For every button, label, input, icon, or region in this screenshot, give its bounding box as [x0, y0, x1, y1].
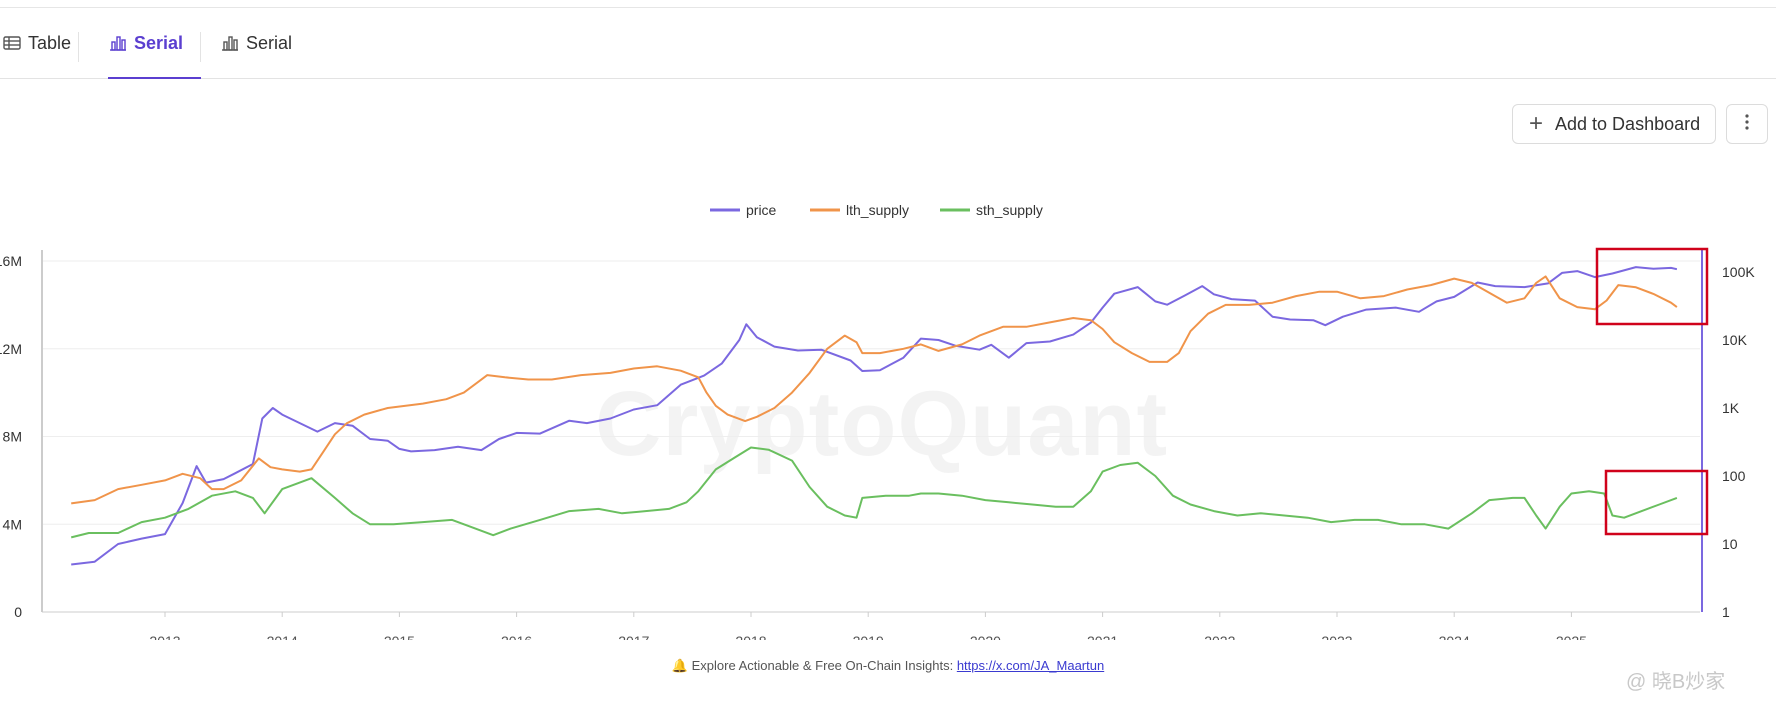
footer-note: 🔔 Explore Actionable & Free On-Chain Ins…	[0, 658, 1776, 674]
bar-chart-icon	[220, 33, 240, 53]
chart-grid	[42, 260, 1700, 613]
x-tick-label: 2014	[267, 633, 298, 640]
tab-separator	[78, 32, 79, 62]
y-left-tick-label: 12M	[0, 341, 22, 357]
add-to-dashboard-button[interactable]: + Add to Dashboard	[1512, 104, 1716, 144]
corner-watermark: @ 晓B炒家	[1626, 671, 1726, 693]
chart-annotations	[1595, 247, 1709, 536]
top-divider	[0, 7, 1776, 8]
tab-table[interactable]: Table	[2, 8, 71, 78]
x-tick-label: 2022	[1204, 633, 1235, 640]
footer-link[interactable]: https://x.com/JA_Maartun	[956, 658, 1105, 673]
tab-bar: Table Serial Serial	[0, 8, 1776, 79]
x-tick-label: 2021	[1087, 633, 1118, 640]
tab-label: Table	[28, 32, 72, 53]
chart-series	[70, 266, 1678, 566]
legend-label-price: price	[746, 202, 777, 218]
x-tick-label: 2020	[970, 633, 1001, 640]
y-right-tick-label: 100K	[1722, 264, 1755, 280]
series-line-lth_supply	[71, 275, 1678, 505]
x-tick-label: 2013	[149, 633, 180, 640]
y-right-tick-label: 100	[1722, 468, 1746, 484]
bar-chart-icon	[108, 33, 128, 53]
x-tick-label: 2019	[853, 633, 884, 640]
y-right-tick-label: 1K	[1722, 400, 1740, 416]
x-tick-label: 2025	[1556, 633, 1587, 640]
x-tick-label: 2015	[384, 633, 415, 640]
bell-icon: 🔔	[671, 658, 688, 673]
series-line-sth_supply	[70, 446, 1678, 539]
tab-label: Serial	[246, 32, 293, 53]
y-right-tick-label: 10K	[1722, 332, 1748, 348]
chart-axes: 0 4M 8M 12M 16M 1 10 100 1K 10K 100K 2013 2014 2015 20…	[0, 250, 1755, 640]
more-options-button[interactable]	[1726, 104, 1768, 144]
plus-icon: +	[1529, 110, 1544, 137]
y-left-tick-label: 4M	[3, 516, 22, 532]
more-vertical-icon	[1744, 112, 1750, 137]
add-to-dashboard-label: Add to Dashboard	[1555, 113, 1701, 134]
legend-label-lth_supply: lth_supply	[846, 202, 909, 218]
series-line-price	[71, 266, 1678, 566]
y-left-tick-label: 16M	[0, 253, 22, 269]
chart: price lth_supply sth_supply 0 4M 8M 12M 16M 1 10…	[0, 202, 1755, 640]
highlight-box-top	[1595, 247, 1709, 326]
y-right-tick-label: 10	[1722, 536, 1738, 552]
x-tick-label: 2016	[501, 633, 532, 640]
tab-serial[interactable]: Serial	[220, 8, 292, 78]
y-right-tick-label: 1	[1722, 604, 1730, 620]
footer-text: Explore Actionable & Free On-Chain Insig…	[691, 658, 954, 673]
y-left-tick-label: 0	[14, 604, 22, 620]
table-icon	[2, 33, 22, 53]
tab-separator	[200, 32, 201, 62]
x-tick-label: 2018	[735, 633, 766, 640]
highlight-box-bottom	[1604, 469, 1709, 536]
x-tick-label: 2017	[618, 633, 649, 640]
tab-serial-active[interactable]: Serial	[108, 8, 202, 79]
x-tick-label: 2023	[1321, 633, 1352, 640]
x-tick-label: 2024	[1439, 633, 1470, 640]
legend-label-sth_supply: sth_supply	[976, 202, 1043, 218]
y-left-tick-label: 8M	[3, 429, 22, 445]
chart-legend: price lth_supply sth_supply	[710, 202, 1043, 218]
tab-label: Serial	[134, 32, 184, 53]
